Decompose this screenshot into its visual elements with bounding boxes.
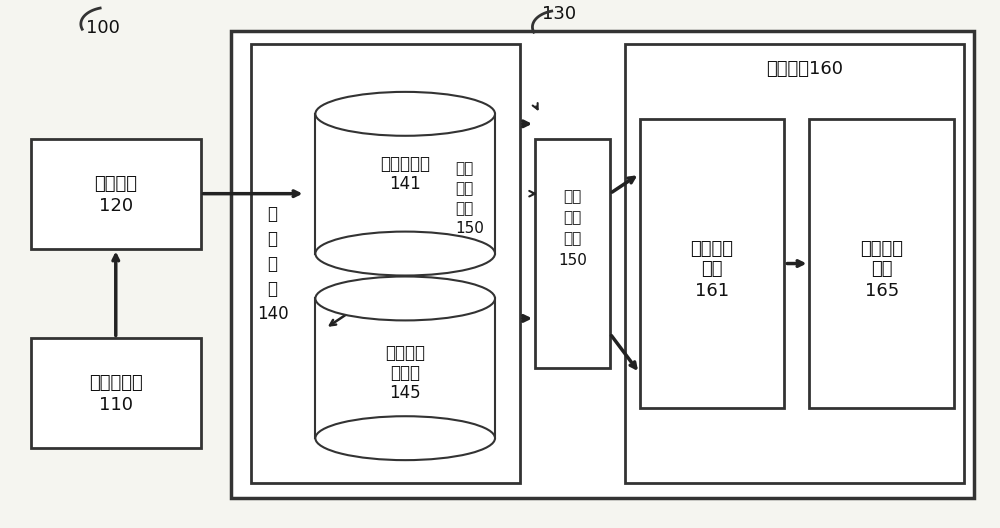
FancyBboxPatch shape [231,31,974,498]
Text: 数据库: 数据库 [390,364,420,382]
Text: 100: 100 [86,19,120,37]
Text: 分析单元160: 分析单元160 [766,60,843,78]
Text: 130: 130 [542,5,577,23]
FancyBboxPatch shape [535,139,610,369]
FancyBboxPatch shape [625,44,964,483]
Text: 模块: 模块 [871,260,892,278]
Ellipse shape [315,232,495,276]
Text: 120: 120 [99,196,133,215]
Text: 图像处理: 图像处理 [691,240,734,258]
Text: 165: 165 [865,282,899,300]
Text: 尺寸计算: 尺寸计算 [860,240,903,258]
Ellipse shape [315,416,495,460]
Ellipse shape [315,277,495,320]
Bar [315,298,495,438]
Ellipse shape [315,92,495,136]
Text: 参考图像: 参考图像 [385,344,425,362]
Text: 半导体器件: 半导体器件 [89,374,143,392]
Text: 141: 141 [389,175,421,193]
FancyBboxPatch shape [31,338,201,448]
Text: 150: 150 [455,221,484,236]
Text: 图像数据库: 图像数据库 [380,155,430,173]
Text: 110: 110 [99,396,133,414]
Text: 提取: 提取 [455,181,473,196]
Text: 存
储
单
元
140: 存 储 单 元 140 [257,204,288,323]
FancyBboxPatch shape [809,119,954,408]
FancyBboxPatch shape [251,44,520,483]
Bar [315,114,495,253]
FancyBboxPatch shape [31,139,201,249]
Text: 模块: 模块 [701,260,723,278]
Text: 图像
提取
单元
150: 图像 提取 单元 150 [558,190,587,268]
FancyBboxPatch shape [640,119,784,408]
Text: 145: 145 [389,384,421,402]
Text: 单元: 单元 [455,201,473,216]
Text: 图像: 图像 [455,161,473,176]
Text: 成像系统: 成像系统 [94,175,137,193]
Text: 161: 161 [695,282,729,300]
